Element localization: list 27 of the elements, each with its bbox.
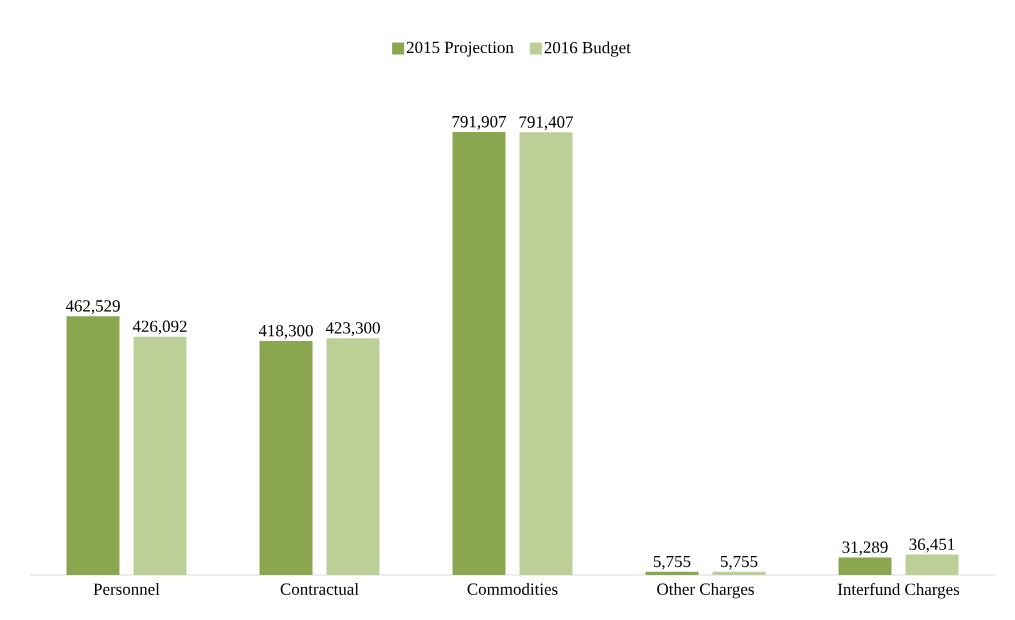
data-label: 5,755 (720, 555, 758, 570)
data-label: 418,300 (258, 324, 313, 339)
bar (838, 557, 892, 575)
data-label: 791,907 (452, 115, 507, 130)
legend-label: 2015 Projection (406, 41, 514, 57)
bar (259, 341, 313, 575)
data-label: 5,755 (653, 555, 691, 570)
data-label: 31,289 (842, 541, 888, 556)
x-tick-label: Other Charges (657, 582, 754, 599)
bar (133, 336, 187, 575)
legend-label: 2016 Budget (544, 41, 631, 57)
bar (66, 316, 120, 575)
x-tick-label: Personnel (93, 582, 160, 595)
data-label: 791,407 (519, 116, 574, 131)
data-label: 423,300 (325, 322, 380, 337)
data-label: 462,529 (65, 300, 120, 315)
bar (519, 132, 573, 575)
bar (712, 571, 766, 575)
x-tick-label: Contractual (280, 582, 359, 595)
x-tick-label: Commodities (467, 582, 558, 595)
data-label: 426,092 (132, 320, 187, 335)
bar (905, 554, 959, 575)
bar (452, 132, 506, 575)
data-label: 36,451 (909, 538, 955, 553)
x-tick-label: Interfund Charges (837, 582, 960, 599)
bar (326, 338, 380, 575)
bar (645, 571, 699, 575)
